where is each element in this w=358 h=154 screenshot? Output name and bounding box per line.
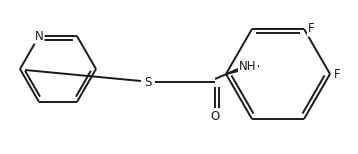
Text: F: F xyxy=(308,22,315,35)
Text: N: N xyxy=(35,30,43,43)
Text: F: F xyxy=(334,67,340,81)
Text: NH: NH xyxy=(239,59,257,73)
Text: S: S xyxy=(144,75,152,89)
Text: O: O xyxy=(211,109,219,122)
